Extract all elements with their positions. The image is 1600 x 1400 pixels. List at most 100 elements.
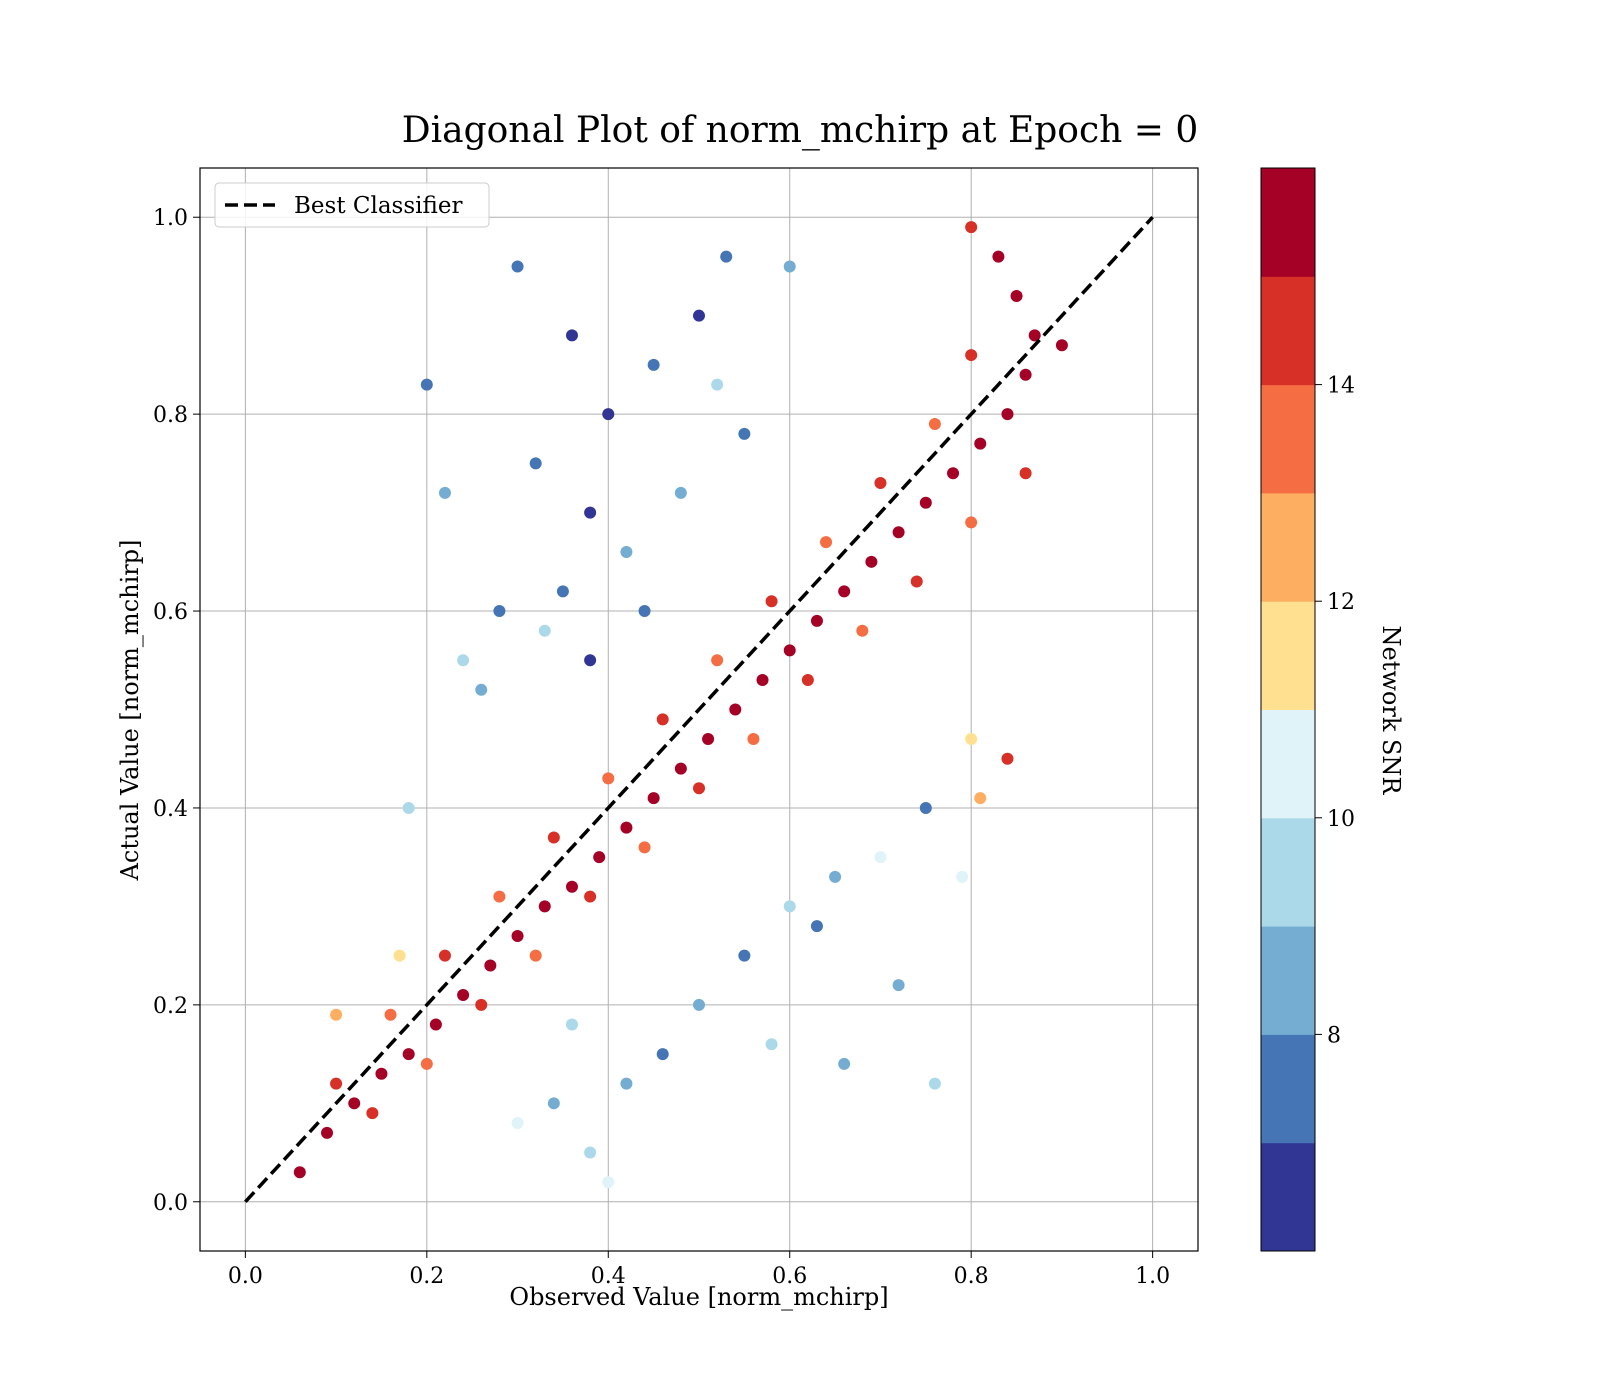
scatter-point-92: [438, 486, 451, 499]
scatter-point-57: [1019, 467, 1032, 480]
scatter-point-45: [366, 1107, 379, 1120]
scatter-point-68: [538, 624, 551, 637]
y-tick-label-5: 1.0: [153, 206, 188, 231]
colorbar-label: Network SNR: [1377, 626, 1405, 796]
colorbar: 8 10 12 14 Network SNR: [1260, 167, 1405, 1252]
scatter-point-11: [593, 851, 606, 864]
scatter-point-31: [965, 221, 978, 234]
scatter-point-51: [693, 782, 705, 795]
scatter-point-12: [620, 821, 633, 834]
axes-frame: [199, 167, 1199, 1252]
scatter-point-53: [801, 673, 814, 686]
scatter-point-41: [820, 536, 833, 549]
scatter-point-0: [293, 1166, 306, 1179]
scatter-point-80: [656, 1048, 669, 1061]
scatter-point-6: [457, 989, 470, 1002]
colorbar-bands: [1261, 168, 1315, 1252]
scatter-point-9: [538, 900, 551, 913]
scatter-point-27: [1019, 368, 1032, 381]
scatter-point-30: [992, 250, 1005, 263]
scatter-point-34: [438, 949, 451, 962]
colorbar-tick-label-3: 14: [1327, 374, 1355, 399]
scatter-point-61: [602, 408, 615, 421]
scatter-point-93: [420, 378, 433, 391]
scatter-point-62: [647, 358, 660, 371]
scatter-point-23: [919, 496, 932, 509]
scatter-point-46: [420, 1057, 433, 1070]
scatter-point-94: [457, 654, 470, 667]
scatter-point-52: [747, 733, 760, 746]
scatter-point-90: [810, 920, 823, 933]
y-tick-label-4: 0.8: [153, 403, 188, 428]
scatter-point-38: [656, 713, 669, 726]
colorbar-tick-label-2: 12: [1327, 590, 1355, 615]
legend-label-best-classifier: Best Classifier: [294, 193, 462, 219]
colorbar-band-6: [1261, 492, 1315, 602]
scatter-point-29: [1010, 289, 1023, 302]
best-classifier-line: [244, 216, 1154, 1203]
colorbar-band-2: [1261, 926, 1315, 1035]
scatter-points: [293, 221, 1068, 1189]
scatter-point-85: [829, 870, 842, 883]
scatter-point-67: [620, 545, 633, 558]
scatter-point-98: [965, 733, 978, 746]
x-axis-label: Observed Value [norm_mchirp]: [509, 1283, 888, 1311]
scatter-point-105: [720, 250, 733, 263]
y-tick-label-2: 0.4: [153, 797, 188, 822]
colorbar-tick-label-1: 10: [1327, 807, 1355, 832]
scatter-point-73: [475, 683, 488, 696]
scatter-point-83: [738, 949, 751, 962]
scatter-point-35: [493, 890, 506, 903]
scatter-point-64: [511, 260, 524, 273]
scatter-point-44: [965, 349, 978, 362]
x-tick-label-4: 0.8: [954, 1264, 989, 1289]
scatter-point-86: [874, 851, 887, 864]
x-tick-label-5: 1.0: [1135, 1264, 1170, 1289]
y-axis-ticks: 0.0 0.2 0.4 0.6 0.8 1.0: [153, 206, 200, 1216]
scatter-point-17: [756, 673, 769, 686]
colorbar-band-7: [1261, 384, 1315, 494]
x-tick-label-0: 0.0: [228, 1264, 263, 1289]
scatter-point-96: [956, 870, 969, 883]
scatter-point-58: [556, 585, 569, 598]
scatter-point-8: [511, 929, 524, 942]
scatter-point-101: [1055, 339, 1068, 352]
scatter-point-55: [910, 575, 923, 588]
scatter-point-82: [693, 998, 705, 1011]
scatter-point-77: [584, 1146, 597, 1159]
scatter-point-97: [928, 1077, 941, 1090]
scatter-point-13: [647, 792, 660, 805]
scatter-point-103: [330, 1008, 343, 1021]
scatter-point-87: [919, 801, 932, 814]
scatter-point-59: [584, 506, 597, 519]
scatter-point-1: [321, 1126, 334, 1139]
scatter-point-71: [783, 260, 796, 273]
scatter-point-88: [892, 979, 905, 992]
scatter-point-65: [693, 309, 705, 322]
colorbar-ticks: 8 10 12 14: [1315, 374, 1355, 1048]
x-tick-label-1: 0.2: [409, 1264, 444, 1289]
plot-area: 0.0 0.2 0.4 0.6 0.8 1.0 0.0 0.2 0.4 0.6 0.8 1.0: [153, 167, 1199, 1289]
scatter-point-10: [565, 880, 578, 893]
scatter-point-24: [947, 467, 960, 480]
scatter-point-84: [783, 900, 796, 913]
scatter-point-49: [584, 890, 597, 903]
colorbar-band-0: [1261, 1142, 1315, 1252]
scatter-point-36: [547, 831, 560, 844]
scatter-point-4: [402, 1048, 415, 1061]
scatter-point-43: [928, 417, 941, 430]
legend: Best Classifier: [214, 182, 490, 228]
scatter-point-81: [565, 1018, 578, 1031]
scatter-point-50: [638, 841, 651, 854]
scatter-point-66: [738, 427, 751, 440]
scatter-point-72: [493, 605, 506, 618]
scatter-point-21: [865, 555, 878, 568]
scatter-point-76: [547, 1097, 560, 1110]
scatter-point-56: [965, 516, 978, 529]
scatter-point-78: [511, 1117, 524, 1130]
scatter-point-104: [838, 1057, 851, 1070]
colorbar-band-4: [1261, 709, 1315, 819]
scatter-point-5: [429, 1018, 442, 1031]
scatter-point-20: [838, 585, 851, 598]
colorbar-frame: [1260, 167, 1316, 1252]
